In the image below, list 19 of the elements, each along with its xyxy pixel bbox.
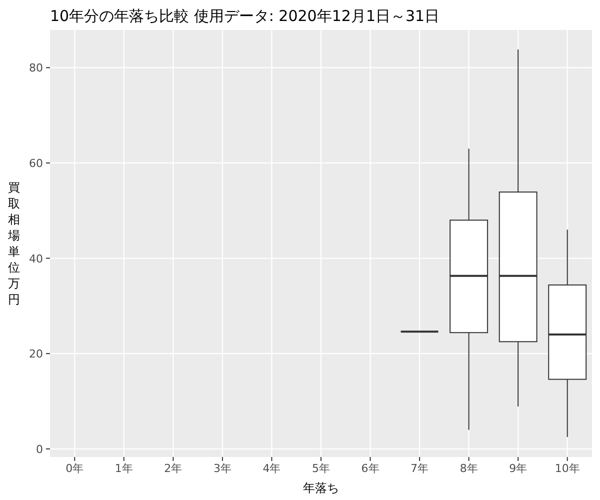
x-axis-title: 年落ち	[303, 481, 339, 495]
x-tick-label: 5年	[312, 462, 330, 475]
x-tick-label: 9年	[509, 462, 528, 475]
y-tick-label: 0	[36, 442, 43, 456]
y-tick-label: 60	[29, 156, 43, 170]
x-tick-label: 8年	[460, 462, 478, 475]
x-tick-label: 10年	[554, 462, 580, 475]
x-tick-label: 1年	[114, 462, 133, 475]
y-axis-title: 買取相場単位万円	[7, 180, 20, 306]
y-tick-label: 20	[29, 348, 43, 361]
x-tick-label: 6年	[361, 462, 380, 475]
x-tick-label: 0年	[66, 462, 84, 475]
x-tick-label: 4年	[262, 462, 281, 475]
x-tick-label: 3年	[213, 462, 232, 475]
y-tick-label: 40	[29, 252, 43, 266]
x-tick-label: 7年	[410, 462, 429, 475]
x-tick-label: 2年	[164, 462, 182, 475]
chart-title: 10年分の年落ち比較 使用データ: 2020年12月1日～31日	[50, 7, 440, 25]
y-tick-label: 80	[29, 62, 43, 75]
